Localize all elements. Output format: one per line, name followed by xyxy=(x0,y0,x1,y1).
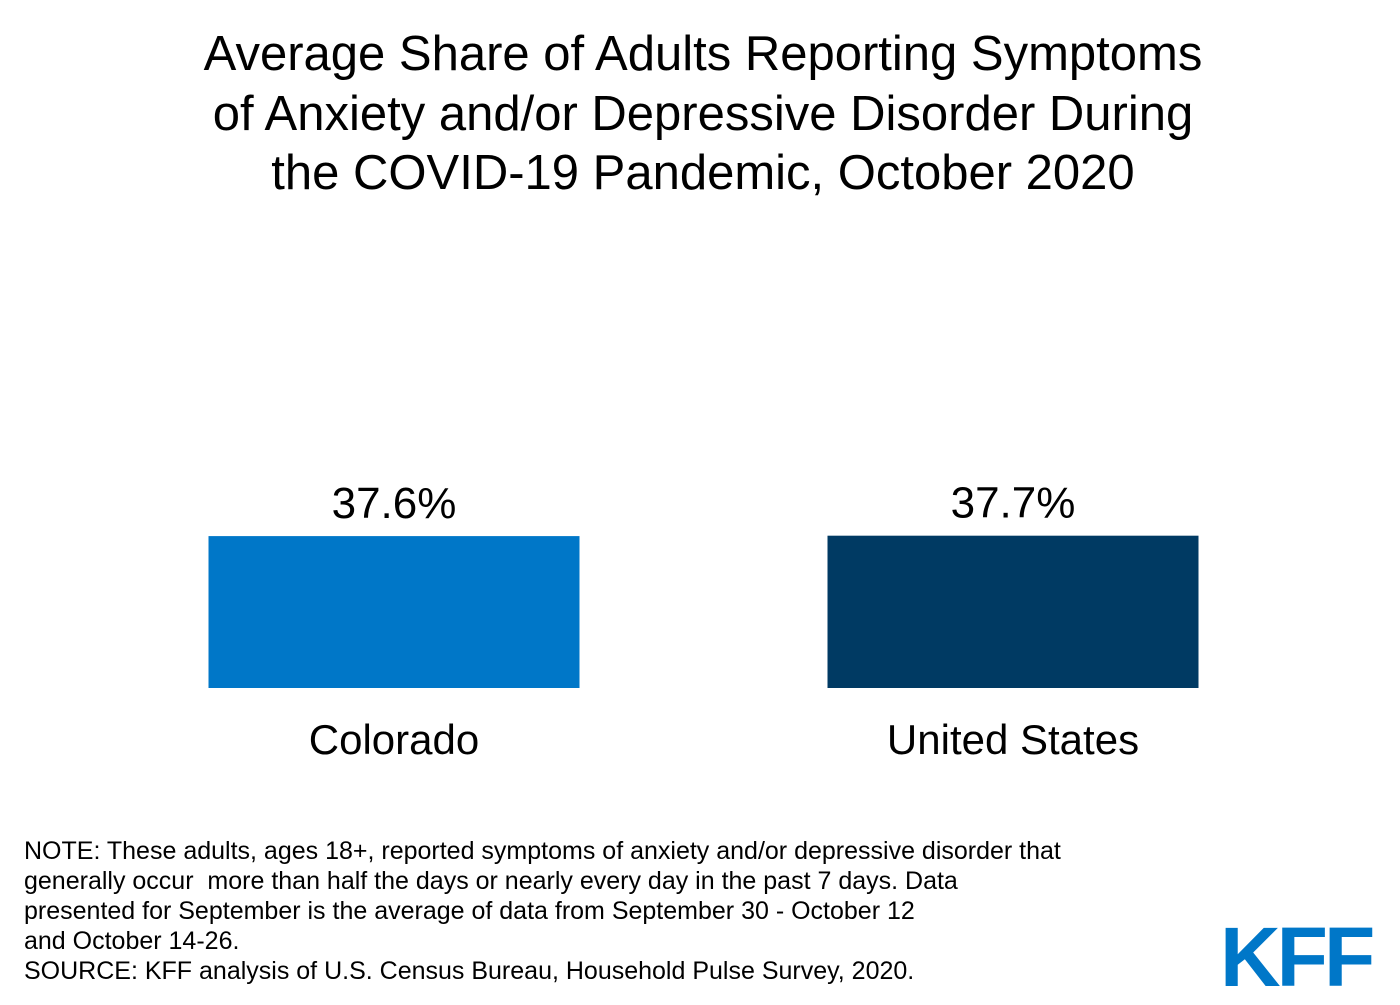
note: and October 14-26. xyxy=(24,927,239,955)
chart-title: the COVID-19 Pandemic, October 2020 xyxy=(271,146,1134,200)
source: SOURCE: KFF analysis of U.S. Census Bure… xyxy=(24,957,914,985)
value-label: 37.7% xyxy=(951,479,1076,528)
category-label: United States xyxy=(887,716,1139,763)
chart-title: of Anxiety and/or Depressive Disorder Du… xyxy=(213,87,1193,141)
note: presented for September is the average o… xyxy=(24,897,915,925)
note: NOTE: These adults, ages 18+, reported s… xyxy=(24,837,1061,865)
bar xyxy=(827,535,1199,688)
chart-title: Average Share of Adults Reporting Sympto… xyxy=(204,27,1203,81)
logo: KFF xyxy=(1220,910,1373,1000)
category-label: Colorado xyxy=(309,716,479,763)
bar xyxy=(208,536,580,688)
value-label: 37.6% xyxy=(332,479,457,528)
note: generally occur more than half the days … xyxy=(24,867,958,895)
